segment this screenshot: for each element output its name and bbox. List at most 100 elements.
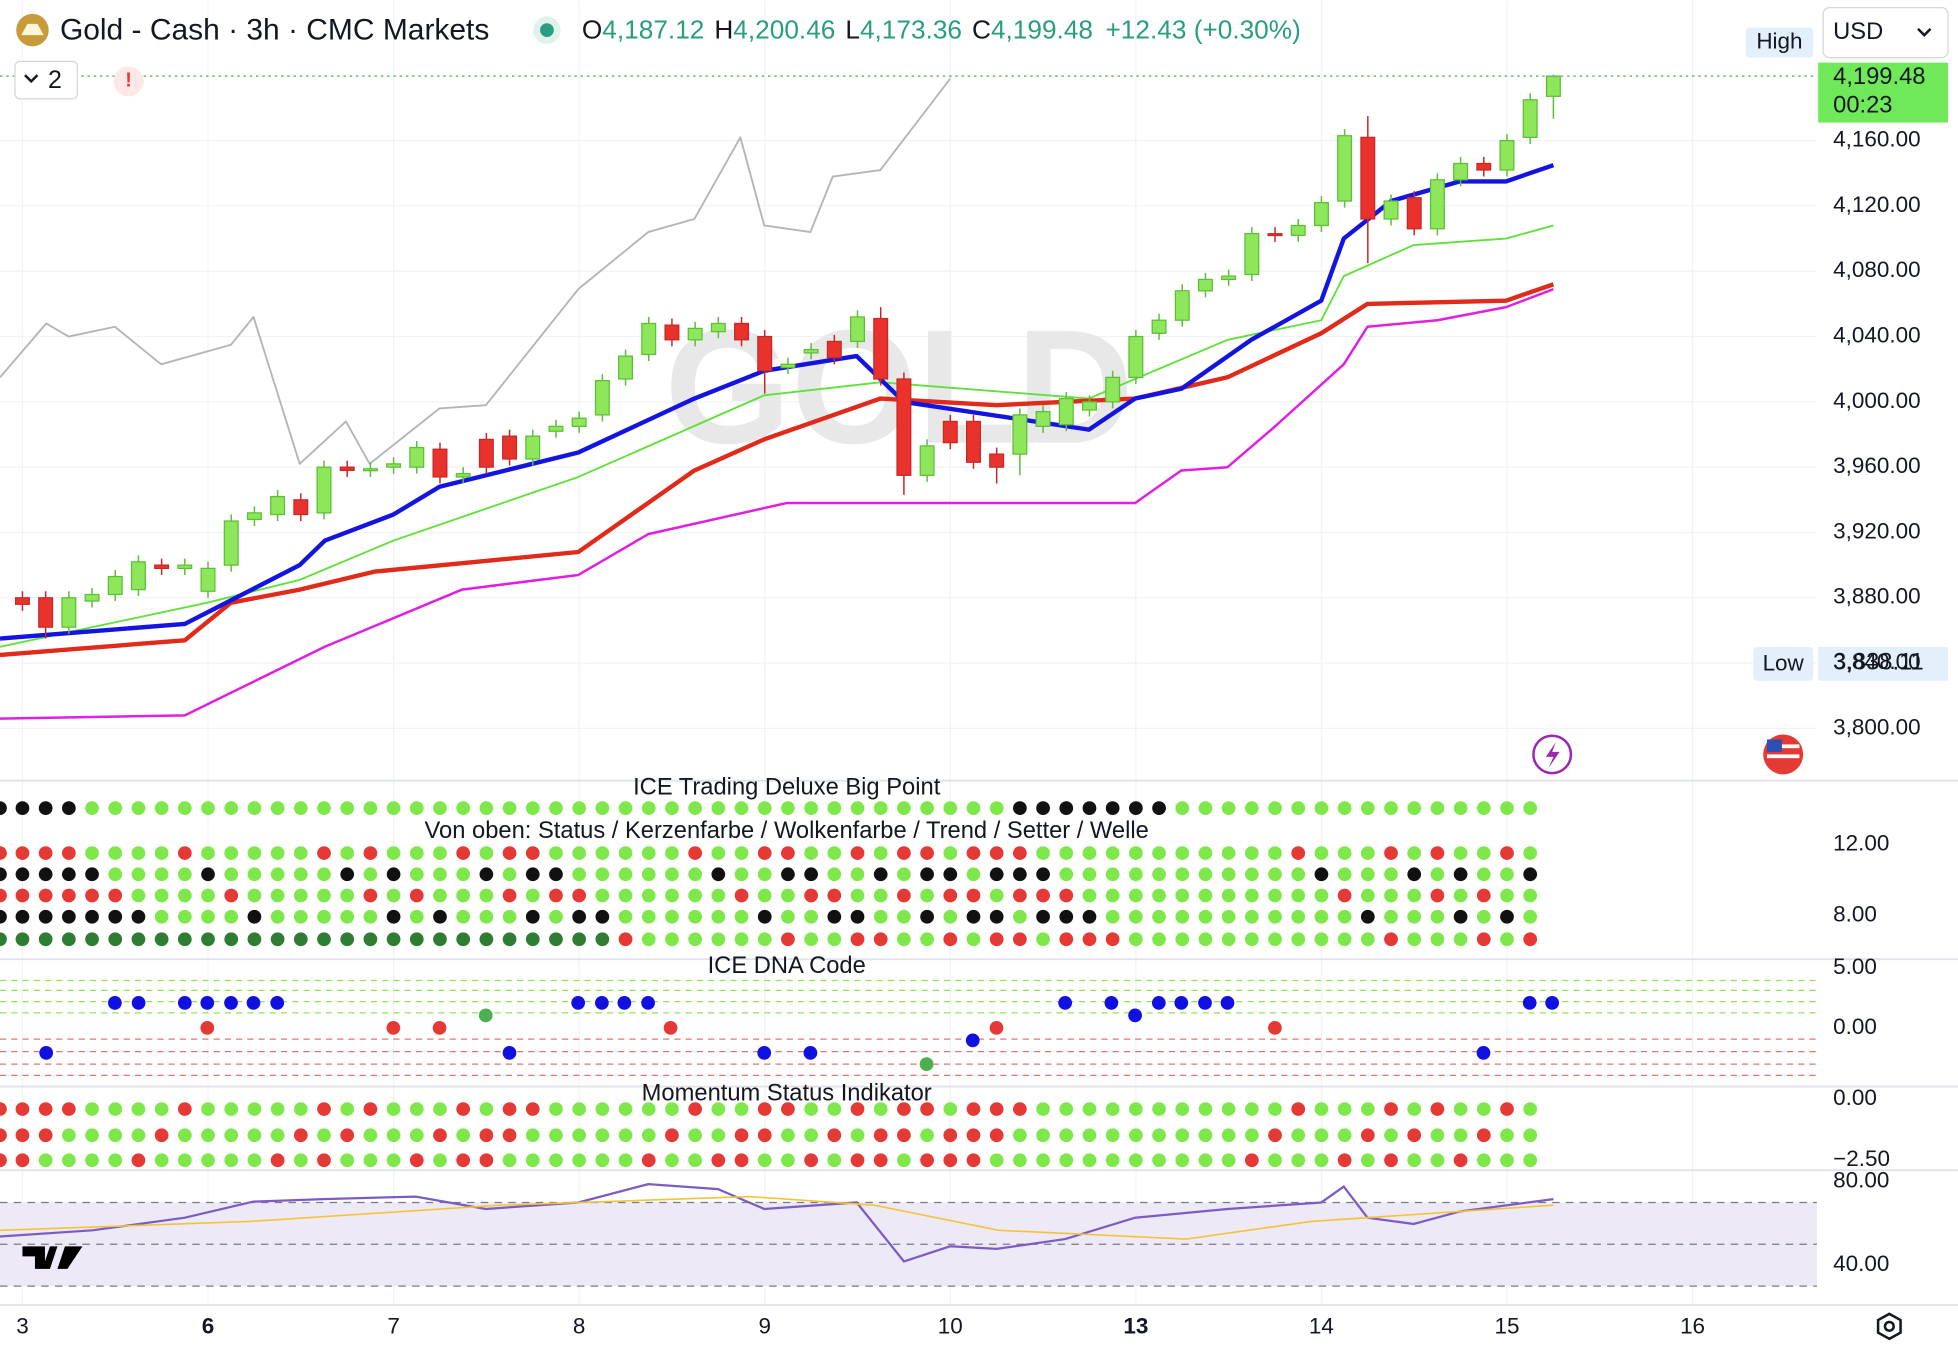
candle-body: [664, 324, 680, 341]
pane-line: [0, 1182, 1554, 1263]
status-dot: [873, 909, 888, 924]
momentum-dot: [734, 1153, 749, 1168]
currency[interactable]: USD: [1833, 19, 1883, 45]
momentum-dot: [154, 1153, 169, 1168]
status-dot: [572, 888, 587, 903]
candle-body: [1383, 200, 1399, 220]
status-dot: [688, 867, 703, 882]
status-dot: [0, 801, 7, 815]
status-dot: [38, 846, 53, 860]
status-dot: [943, 909, 958, 924]
status-dot: [15, 801, 30, 815]
status-dot: [1105, 846, 1120, 860]
momentum-dot: [1523, 1128, 1538, 1143]
momentum-dot: [1013, 1128, 1027, 1143]
status-dot: [850, 888, 865, 903]
status-dot: [1244, 846, 1259, 860]
status-dot: [0, 888, 7, 903]
status-dot: [781, 888, 795, 903]
status-dot: [340, 846, 355, 860]
status-dot: [363, 932, 378, 947]
momentum-dot: [641, 1153, 656, 1168]
status-dot: [1059, 846, 1074, 860]
status-dot: [618, 932, 633, 947]
status-dot: [897, 846, 911, 860]
status-dot: [1175, 846, 1190, 860]
momentum-dot: [1407, 1128, 1422, 1143]
momentum-dot: [270, 1102, 285, 1116]
momentum-dot: [966, 1153, 981, 1168]
momentum-dot: [1384, 1128, 1398, 1143]
status-dot: [1314, 932, 1329, 947]
status-dot: [1500, 867, 1514, 882]
status-dot: [757, 867, 772, 882]
settings-icon[interactable]: [1876, 1312, 1902, 1341]
high-label-box: [1745, 27, 1814, 58]
status-dot: [317, 888, 331, 903]
status-dot: [1430, 888, 1445, 903]
indicator-line: [0, 287, 1554, 720]
status-dot: [873, 888, 888, 903]
momentum-dot: [850, 1153, 865, 1168]
momentum-dot: [1314, 1102, 1329, 1116]
momentum-dot: [1013, 1102, 1027, 1116]
tv-logo[interactable]: [22, 1246, 83, 1269]
x-tick-label: 10: [938, 1314, 963, 1339]
status-dot: [1360, 888, 1375, 903]
status-dot: [386, 801, 401, 815]
pane-tick-label: 12.00: [1833, 830, 1889, 855]
status-dot: [1476, 801, 1491, 815]
status-dot: [618, 867, 633, 882]
last-price-group: 4,199.48 00:23: [1818, 62, 1949, 123]
status-dot: [897, 888, 911, 903]
momentum-dot: [1360, 1102, 1375, 1116]
momentum-dot: [1059, 1102, 1074, 1116]
warning-icon[interactable]: [113, 66, 144, 97]
momentum-dot: [943, 1128, 958, 1143]
status-dot: [1291, 867, 1306, 882]
status-dot: [525, 846, 540, 860]
candle-body: [154, 564, 170, 570]
momentum-dot: [804, 1128, 818, 1143]
status-dot: [1453, 932, 1468, 947]
status-dot: [873, 867, 888, 882]
indicators-toggle[interactable]: [14, 60, 79, 100]
status-dot: [1291, 846, 1306, 860]
status-dot: [1175, 909, 1190, 924]
ohlc-key: C: [972, 14, 991, 44]
dna-dot: [1151, 996, 1166, 1010]
status-dot: [1013, 909, 1027, 924]
pane-title: ICE Trading Deluxe Big Point: [633, 774, 941, 800]
currency-select[interactable]: [1822, 7, 1949, 59]
status-dot: [827, 846, 842, 860]
pane-title: Von oben: Status / Kerzenfarbe / Wolkenf…: [425, 818, 1149, 844]
status-dot: [966, 888, 981, 903]
status-dot: [61, 801, 76, 815]
status-dot: [502, 801, 517, 815]
status-dot: [85, 888, 99, 903]
candle-body: [989, 453, 1005, 468]
status-dot: [1384, 801, 1398, 815]
x-tick-label: 7: [387, 1314, 400, 1339]
momentum-dot: [1453, 1128, 1468, 1143]
candle-body: [1058, 397, 1074, 426]
status-dot: [201, 932, 215, 947]
settings-hole: [1883, 1320, 1895, 1332]
momentum-dot: [317, 1102, 331, 1116]
status-dot: [1105, 888, 1120, 903]
chart-title[interactable]: Gold - Cash · 3h · CMC Markets: [60, 13, 489, 46]
dna-dot: [989, 1021, 1004, 1035]
status-dot: [131, 932, 146, 947]
momentum-dot: [1059, 1128, 1074, 1143]
momentum-dot: [781, 1102, 795, 1116]
candle-body: [246, 512, 262, 521]
candle-body: [455, 473, 471, 478]
status-dot: [827, 867, 842, 882]
momentum-dot: [618, 1128, 633, 1143]
momentum-dot: [873, 1102, 888, 1116]
status-dot: [641, 846, 656, 860]
status-dot: [1175, 867, 1190, 882]
pane-title: ICE DNA Code: [708, 953, 866, 979]
momentum-dot: [502, 1153, 517, 1168]
momentum-dot: [688, 1102, 703, 1116]
